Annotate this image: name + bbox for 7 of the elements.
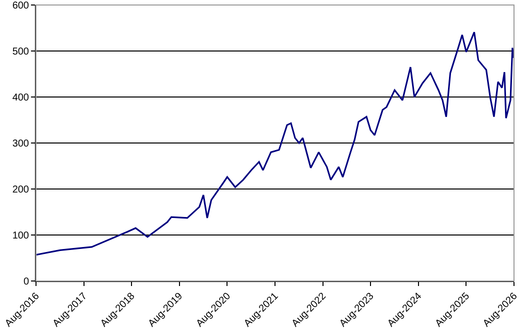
- y-tick-label: 0: [23, 276, 30, 288]
- y-tick-label: 600: [12, 0, 30, 12]
- y-tick-label: 500: [12, 46, 30, 58]
- y-tick-label: 300: [12, 138, 30, 150]
- y-tick-label: 200: [12, 184, 30, 196]
- y-tick-label: 100: [12, 230, 30, 242]
- y-tick-label: 400: [12, 92, 30, 104]
